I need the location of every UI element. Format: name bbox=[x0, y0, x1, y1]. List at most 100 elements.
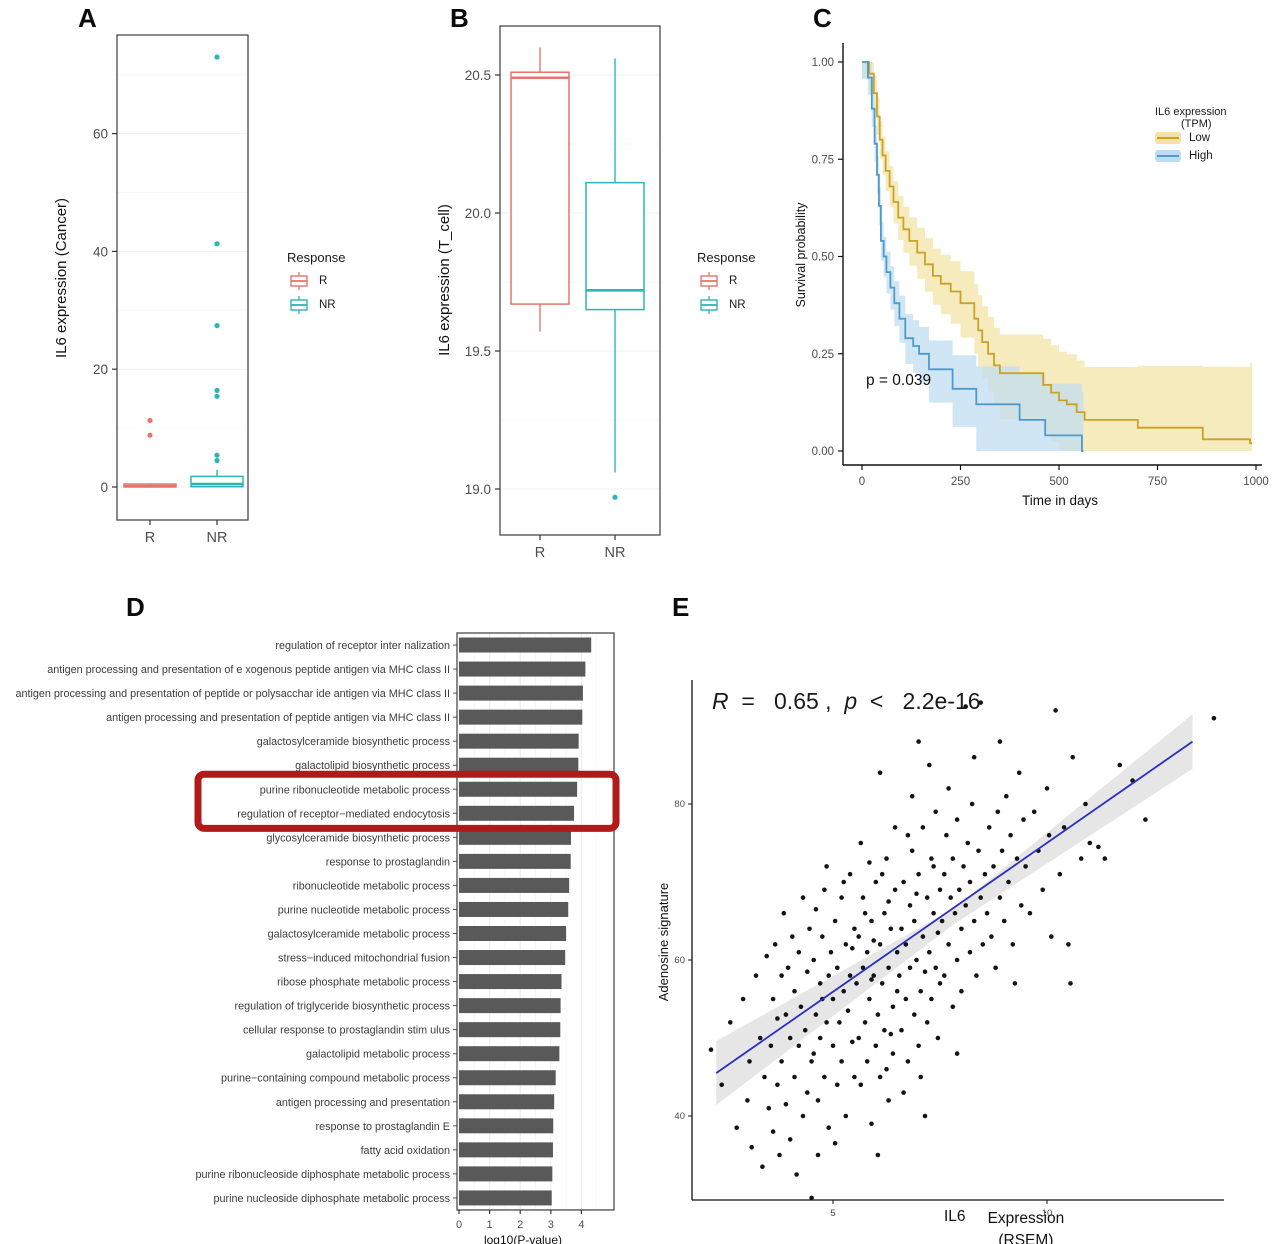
scatter-point bbox=[946, 786, 951, 791]
legend-title: Response bbox=[697, 250, 756, 265]
scatter-point bbox=[832, 918, 838, 924]
scatter-point bbox=[1027, 910, 1033, 916]
bar bbox=[459, 950, 566, 966]
outlier-point bbox=[214, 54, 220, 60]
scatter-svg: 40 60 80 5 10 Adenosine signature bbox=[656, 680, 1224, 1219]
scatter-point bbox=[877, 942, 883, 947]
scatter-point bbox=[856, 1035, 861, 1041]
legend-entry-low: Low bbox=[1155, 131, 1227, 145]
scatter-point bbox=[877, 770, 883, 776]
x-category-label: R bbox=[535, 545, 545, 561]
scatter-point bbox=[916, 1043, 921, 1049]
scatter-point bbox=[830, 1043, 836, 1049]
scatter-point bbox=[858, 1082, 864, 1088]
y-tick-label: 0.75 bbox=[812, 154, 834, 166]
correlation-annotation: R = 0.65 , p < 2.2e-16 bbox=[712, 688, 981, 715]
scatter-point bbox=[734, 1125, 739, 1130]
boxplot-key-icon bbox=[700, 272, 718, 290]
bar bbox=[459, 1046, 560, 1062]
scatter-point bbox=[894, 988, 900, 994]
scatter-point bbox=[912, 1012, 917, 1017]
scatter-point bbox=[882, 1027, 887, 1033]
bar bbox=[459, 1070, 556, 1086]
legend-entry-label: R bbox=[319, 275, 328, 287]
scatter-point bbox=[882, 910, 887, 916]
scatter-point bbox=[762, 1074, 767, 1080]
scatter-point bbox=[824, 1020, 829, 1025]
scatter-point bbox=[901, 1090, 906, 1095]
panel-label-c: C bbox=[813, 3, 832, 33]
scatter-point bbox=[852, 1074, 857, 1080]
scatter-point bbox=[886, 899, 891, 904]
plot-border bbox=[456, 632, 615, 1211]
scatter-point bbox=[1019, 903, 1024, 908]
scatter-point bbox=[822, 887, 827, 893]
outlier-point bbox=[612, 494, 618, 500]
scatter-point bbox=[775, 1082, 780, 1088]
scatter-point bbox=[892, 887, 898, 893]
scatter-point bbox=[886, 1098, 891, 1103]
panel-label-a: A bbox=[78, 3, 97, 33]
scatter-point bbox=[918, 1074, 923, 1080]
legend-entry-r: R bbox=[287, 271, 346, 291]
scatter-point bbox=[957, 887, 962, 893]
scatter-point bbox=[760, 1164, 765, 1169]
scatter-point bbox=[796, 1043, 802, 1049]
bar bbox=[459, 998, 561, 1014]
scatter-point bbox=[798, 1004, 804, 1010]
scatter-point bbox=[969, 801, 975, 807]
scatter-point bbox=[903, 996, 909, 1002]
legend-subtitle: (TPM) bbox=[1181, 118, 1212, 130]
y-tick-label: 80 bbox=[674, 799, 685, 810]
y-tick-label: 20.0 bbox=[465, 206, 491, 221]
boxplot-svg: 19.0 19.5 20.0 20.5 R NR IL6 expression (T_cel… bbox=[436, 25, 661, 561]
bar bbox=[459, 637, 592, 653]
scatter-point bbox=[879, 871, 885, 877]
scatter-point bbox=[770, 996, 776, 1002]
scatter-point bbox=[783, 1012, 789, 1017]
boxplot-il6-cancer: 0 20 40 60 R NR IL6 expression (Cancer) bbox=[50, 20, 265, 565]
scatter-point bbox=[728, 1020, 733, 1025]
scatter-point bbox=[828, 949, 834, 955]
boxplot-key-icon bbox=[290, 296, 308, 314]
scatter-point bbox=[805, 969, 810, 974]
scatter-point bbox=[916, 871, 921, 877]
scatter-point bbox=[839, 1059, 844, 1064]
bar-category-label: fatty acid oxidation bbox=[361, 1145, 450, 1157]
plot-border bbox=[116, 34, 249, 521]
outlier-point bbox=[214, 457, 220, 464]
scatter-point bbox=[768, 1043, 774, 1049]
scatter-point bbox=[779, 973, 784, 978]
scatter-point bbox=[1057, 871, 1063, 877]
scatter-point bbox=[826, 1125, 831, 1130]
boxplot-key-icon bbox=[290, 272, 308, 290]
scatter-point bbox=[995, 809, 1001, 815]
scatter-point bbox=[942, 973, 947, 978]
bar bbox=[459, 853, 571, 869]
scatter-point bbox=[873, 1043, 879, 1049]
scatter-point bbox=[719, 1082, 724, 1088]
plot-border bbox=[499, 25, 661, 536]
scatter-point bbox=[817, 1035, 823, 1041]
scatter-point bbox=[939, 918, 945, 924]
scatter-point bbox=[1070, 754, 1075, 760]
scatter-point bbox=[830, 996, 836, 1002]
scatter-point bbox=[948, 895, 953, 900]
scatter-point bbox=[802, 1027, 808, 1033]
scatter-point bbox=[944, 832, 949, 838]
panel-label-d: D bbox=[126, 592, 145, 622]
scatter-point bbox=[937, 981, 943, 986]
bar bbox=[459, 781, 578, 797]
scatter-point bbox=[826, 973, 831, 978]
y-tick-label: 0.00 bbox=[812, 446, 834, 458]
confidence-band-low bbox=[862, 62, 1253, 451]
scatter-point bbox=[792, 988, 797, 994]
scatter-point bbox=[1117, 762, 1123, 768]
bar bbox=[459, 901, 569, 917]
outlier-point bbox=[214, 452, 220, 458]
scatter-point bbox=[811, 1051, 816, 1056]
scatter-point bbox=[862, 1020, 868, 1025]
legend-entry-label: NR bbox=[729, 299, 746, 311]
scatter-point bbox=[916, 739, 921, 744]
x-tick-label: 5 bbox=[830, 1208, 835, 1219]
